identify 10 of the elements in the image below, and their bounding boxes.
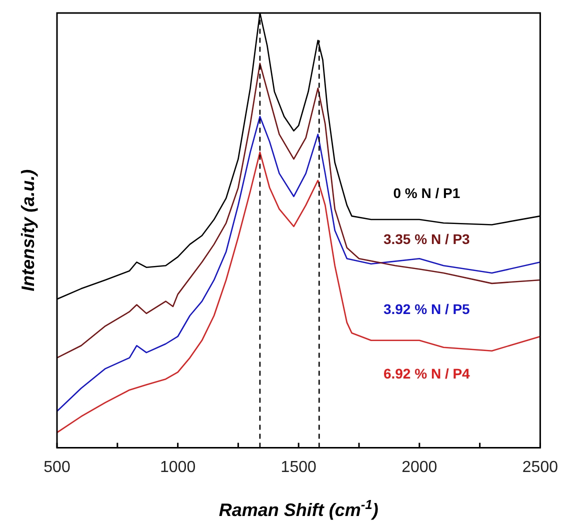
x-tick-label: 500 [44, 458, 70, 476]
text: 3.92 % N / P5 [383, 301, 470, 317]
x-tick-label: 1500 [280, 458, 316, 476]
x-tick-label: 1000 [160, 458, 196, 476]
series-label: 3.35 % N / P3 [383, 230, 470, 247]
x-tick-label: 2500 [522, 458, 558, 476]
x-tick-label: 2000 [402, 458, 438, 476]
series-label: 6.92 % N / P4 [383, 365, 470, 382]
y-axis-title: Intensity (a.u.) [18, 169, 38, 292]
series-label: 0 % N / P1 [393, 184, 460, 201]
